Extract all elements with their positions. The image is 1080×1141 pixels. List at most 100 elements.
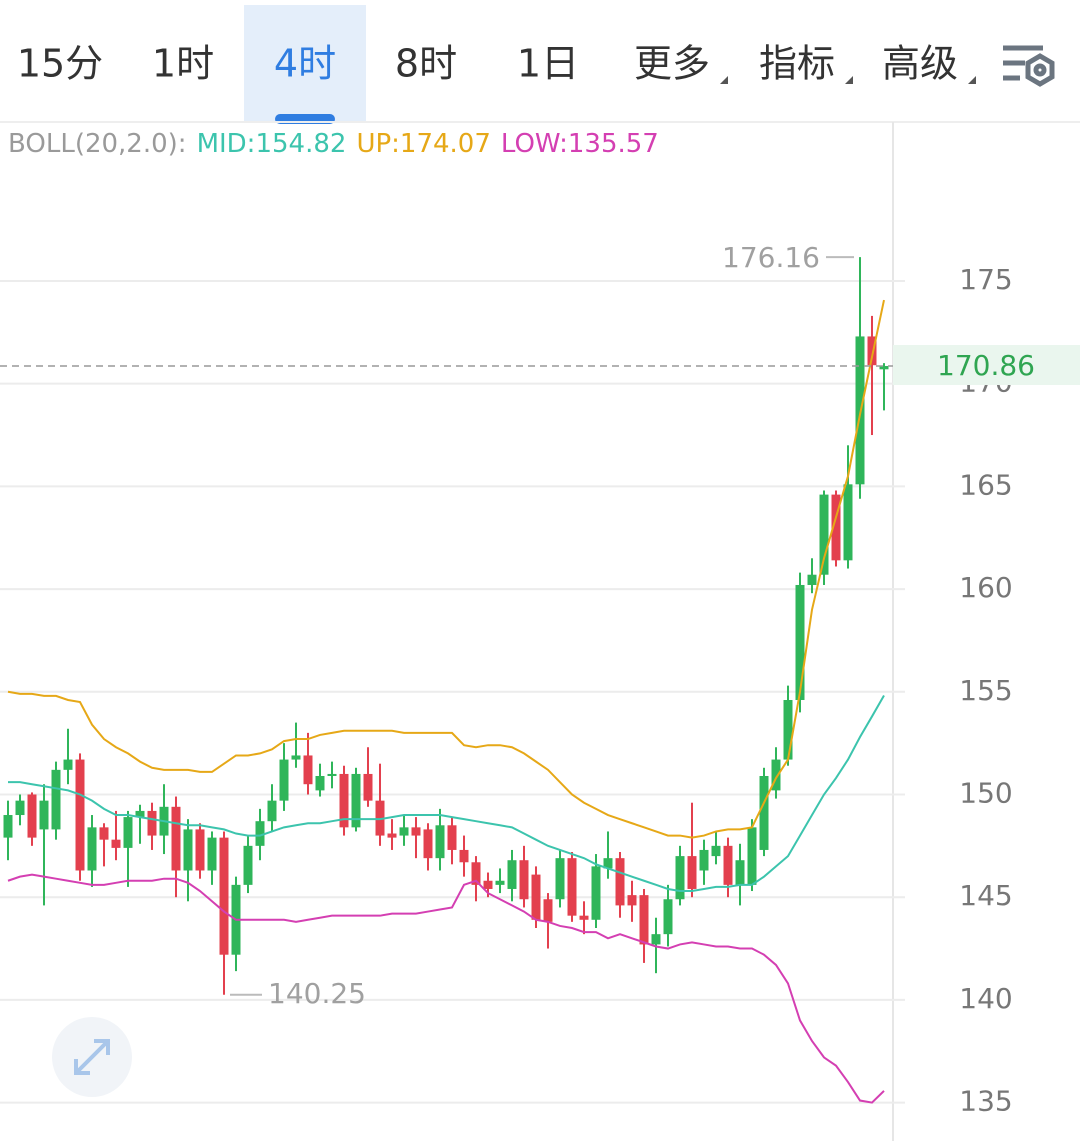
candle-body	[555, 858, 565, 900]
candle-body	[759, 776, 769, 850]
legend-value: 154.82	[255, 129, 346, 159]
candle-body	[135, 810, 145, 818]
candle-body	[831, 494, 841, 561]
candle-body	[603, 858, 613, 869]
legend-value: 135.57	[568, 129, 659, 159]
candle-body	[507, 860, 517, 889]
candle-body	[63, 759, 73, 770]
y-tick-label: 160	[959, 571, 1012, 604]
candle-body	[783, 700, 793, 760]
candle-body	[171, 806, 181, 871]
legend-name: UP:	[356, 129, 399, 159]
candle-body	[543, 899, 553, 922]
tab-label[interactable]: 指标	[759, 42, 835, 86]
candle-body	[591, 866, 601, 920]
y-tick-label: 165	[959, 468, 1012, 501]
tab-label[interactable]: 4时	[274, 42, 336, 86]
tab-label[interactable]: 更多	[634, 42, 710, 86]
candle-body	[207, 837, 217, 871]
boll-line	[7, 873, 885, 1104]
high-label: 176.16	[722, 241, 820, 274]
candle-body	[87, 827, 97, 871]
candle-body	[735, 860, 745, 885]
tab-label[interactable]: 1日	[517, 42, 579, 86]
candle-body	[723, 845, 733, 885]
dropdown-arrow	[968, 76, 976, 84]
candle-body	[267, 800, 277, 822]
y-tick-label: 150	[959, 776, 1012, 809]
candle-body	[699, 849, 709, 871]
plot: 135140145150155160165170175176.16140.251…	[0, 241, 1080, 1118]
candle-body	[123, 817, 133, 848]
candle-body	[651, 934, 661, 945]
candle-body	[711, 845, 721, 857]
candle-body	[15, 800, 25, 816]
settings-icon[interactable]	[1003, 45, 1055, 87]
candle-body	[627, 895, 637, 906]
candle-body	[327, 773, 337, 777]
candle-body	[387, 833, 397, 838]
candle-body	[663, 899, 673, 935]
candle-body	[303, 755, 313, 785]
candle-body	[399, 827, 409, 836]
candle-body	[315, 776, 325, 791]
y-tick-label: 135	[959, 1085, 1012, 1118]
tab-label[interactable]: 15分	[17, 42, 103, 86]
candle-body	[147, 810, 157, 836]
candle-body	[687, 856, 697, 889]
candle-body	[3, 815, 13, 838]
candle-body	[579, 915, 589, 920]
candle-body	[471, 862, 481, 885]
price-label: 170.86	[937, 349, 1035, 382]
candle-body	[447, 825, 457, 850]
candle-body	[675, 856, 685, 900]
candle-body	[39, 800, 49, 830]
candle-body	[99, 827, 109, 840]
candle-body	[879, 366, 889, 370]
tab-label[interactable]: 高级	[882, 42, 958, 86]
legend: BOLL(20,2.0): MID:154.82 UP:174.07 LOW:135.…	[8, 129, 659, 159]
legend-name: LOW:	[501, 129, 568, 159]
y-tick-label: 145	[959, 879, 1012, 912]
tab-label[interactable]: 8时	[395, 42, 457, 86]
candle-body	[771, 759, 781, 791]
selected-tab-bg	[244, 5, 366, 122]
candle-body	[483, 880, 493, 889]
y-tick-label: 155	[959, 674, 1012, 707]
y-tick-label: 175	[959, 263, 1012, 296]
candle-body	[195, 829, 205, 871]
candle-body	[219, 837, 229, 955]
candle-body	[243, 845, 253, 885]
expand-button[interactable]	[52, 1017, 132, 1097]
dropdown-arrow	[845, 76, 853, 84]
candle-body	[519, 860, 529, 900]
indicator-label: BOLL(20,2.0):	[8, 129, 187, 159]
candle-body	[819, 494, 829, 575]
candle-body	[423, 829, 433, 859]
candle-body	[567, 858, 577, 916]
candle-body	[51, 769, 61, 830]
boll-line	[7, 299, 885, 839]
candle-body	[183, 829, 193, 871]
candle-body	[375, 800, 385, 836]
candle-body	[411, 827, 421, 836]
tab-bar: 15分 1时 4时 8时 1日 更多 指标 高级	[17, 42, 976, 86]
candle-body	[795, 584, 805, 701]
candle-body	[255, 821, 265, 846]
candle-body	[807, 574, 817, 585]
candle-body	[495, 880, 505, 885]
candle-body	[75, 759, 85, 871]
tab-label[interactable]: 1时	[152, 42, 214, 86]
boll-line	[8, 694, 885, 893]
candle-body	[531, 874, 541, 920]
candle-body	[843, 484, 853, 561]
candle-body	[639, 895, 649, 945]
price-box	[893, 345, 1080, 386]
candle-body	[747, 827, 757, 885]
candle-body	[351, 773, 361, 828]
candle-body	[363, 773, 373, 801]
candle-body	[459, 849, 469, 863]
candle-body	[435, 825, 445, 859]
